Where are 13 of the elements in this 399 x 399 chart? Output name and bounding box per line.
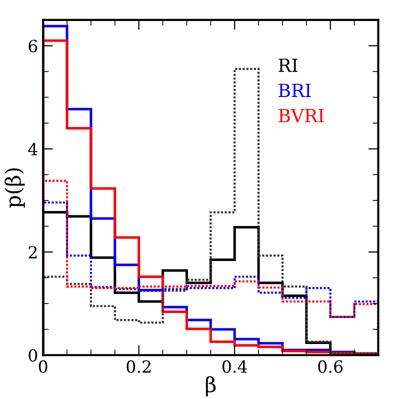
x-tick-label: 0.6 [318, 360, 343, 373]
text: BRI [278, 84, 311, 97]
y-tick-label: 6 [28, 40, 38, 52]
x-tick-label: 0 [38, 360, 48, 373]
text: RI [278, 58, 298, 72]
x-tick-label: 0.2 [126, 360, 150, 373]
x-tick-label: 0.4 [222, 360, 248, 373]
y-tick-label: 4 [28, 142, 38, 156]
x-axis-title: β [206, 376, 216, 396]
y-tick-label: 2 [28, 246, 37, 258]
y-tick-label: 0 [28, 349, 38, 362]
text: BVRI [278, 108, 324, 122]
y-axis-title: p(β) [4, 168, 25, 208]
